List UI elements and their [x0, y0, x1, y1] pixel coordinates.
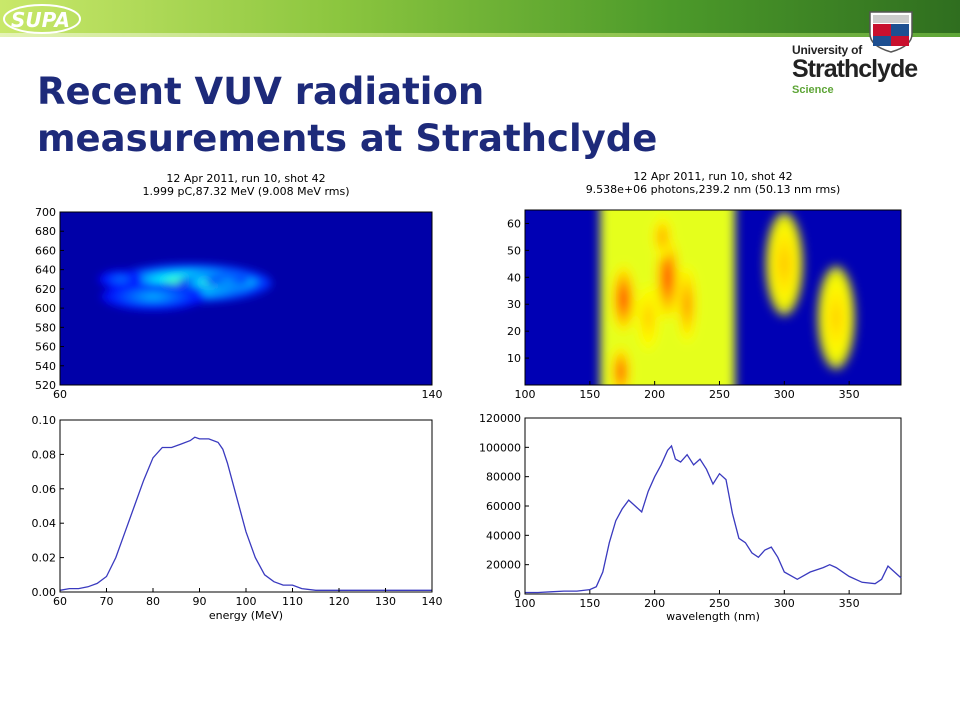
y-tick-label: 520: [35, 379, 56, 392]
y-tick-label: 0.08: [32, 448, 57, 461]
y-tick-label: 580: [35, 321, 56, 334]
x-tick-label: 250: [709, 388, 730, 401]
heatmap-blob: [144, 294, 162, 299]
y-tick-label: 20000: [486, 559, 521, 572]
university-crest-icon: [869, 11, 913, 53]
x-tick-label: 200: [644, 388, 665, 401]
y-tick-label: 10: [507, 352, 521, 365]
x-tick-label: 140: [422, 388, 443, 401]
heatmap-blob: [621, 293, 626, 305]
heatmap-blob: [685, 297, 689, 311]
y-tick-label: 680: [35, 225, 56, 238]
y-tick-label: 640: [35, 264, 56, 277]
x-tick-label: 60: [53, 595, 67, 608]
y-tick-label: 560: [35, 341, 56, 354]
y-tick-label: 540: [35, 360, 56, 373]
x-tick-label: 300: [774, 597, 795, 610]
y-tick-label: 50: [507, 244, 521, 257]
y-tick-label: 620: [35, 283, 56, 296]
energy-plot-frame: [59, 419, 433, 593]
heatmap1-frame: [59, 211, 433, 386]
y-tick-label: 0: [514, 588, 521, 601]
y-tick-label: 0.02: [32, 552, 57, 565]
x-tick-label: 300: [774, 388, 795, 401]
title-line-1: Recent VUV radiation: [37, 70, 485, 113]
y-tick-label: 30: [507, 298, 521, 311]
heatmap1-subtitle: 1.999 pC,87.32 MeV (9.008 MeV rms): [142, 185, 349, 198]
y-tick-label: 660: [35, 244, 56, 257]
electron-heatmap-panel: 12 Apr 2011, run 10, shot 42 1.999 pC,87…: [35, 172, 443, 401]
heatmap-blob: [660, 233, 665, 241]
x-tick-label: 120: [329, 595, 350, 608]
x-tick-label: 100: [515, 388, 536, 401]
supa-logo-text: SUPA: [11, 8, 70, 32]
x-tick-label: 350: [839, 388, 860, 401]
university-of-label: University of: [792, 43, 863, 57]
heatmap-intensity: [600, 210, 855, 385]
wavelength-xlabel: wavelength (nm): [666, 610, 760, 623]
heatmap-blob: [665, 270, 670, 285]
x-tick-label: 100: [515, 597, 536, 610]
x-tick-label: 350: [839, 597, 860, 610]
heatmap1-title: 12 Apr 2011, run 10, shot 42: [166, 172, 325, 185]
x-tick-label: 100: [236, 595, 257, 608]
page-title: Recent VUV radiation measurements at Str…: [37, 68, 657, 162]
supa-logo-ring: [3, 4, 81, 34]
x-tick-label: 200: [644, 597, 665, 610]
x-tick-label: 60: [53, 388, 67, 401]
heatmap-blob: [619, 367, 623, 376]
y-tick-label: 60000: [486, 500, 521, 513]
y-tick-label: 0.10: [32, 414, 57, 427]
heatmap-blob: [646, 311, 651, 324]
heatmap-blob: [833, 309, 840, 327]
x-tick-label: 70: [100, 595, 114, 608]
y-tick-label: 60: [507, 217, 521, 230]
x-tick-label: 250: [709, 597, 730, 610]
heatmap2-frame: [524, 209, 902, 386]
heatmap-intensity: [98, 263, 273, 311]
x-tick-label: 130: [375, 595, 396, 608]
wavelength-plot-frame: [524, 417, 902, 595]
title-line-2: measurements at Strathclyde: [37, 117, 658, 160]
y-tick-label: 20: [507, 325, 521, 338]
photon-heatmap-panel: 12 Apr 2011, run 10, shot 42 9.538e+06 p…: [507, 170, 902, 401]
y-tick-label: 80000: [486, 471, 521, 484]
spectrum-line: [525, 444, 902, 594]
x-tick-label: 140: [422, 595, 443, 608]
x-tick-label: 90: [193, 595, 207, 608]
university-faculty: Science: [792, 84, 834, 96]
x-tick-label: 110: [282, 595, 303, 608]
x-tick-label: 150: [579, 597, 600, 610]
y-tick-label: 0.06: [32, 483, 57, 496]
y-tick-label: 120000: [479, 412, 521, 425]
y-tick-label: 600: [35, 302, 56, 315]
y-tick-label: 0.04: [32, 517, 57, 530]
supa-logo: SUPA: [3, 4, 81, 34]
y-tick-label: 40000: [486, 529, 521, 542]
heatmap2-title: 12 Apr 2011, run 10, shot 42: [633, 170, 792, 183]
heatmap-blob: [116, 277, 125, 281]
x-tick-label: 150: [579, 388, 600, 401]
y-tick-label: 100000: [479, 441, 521, 454]
header-stripe: [0, 33, 960, 37]
energy-xlabel: energy (MeV): [209, 609, 283, 622]
x-tick-label: 80: [146, 595, 160, 608]
y-tick-label: 40: [507, 271, 521, 284]
university-name: Strathclyde: [792, 55, 918, 83]
y-tick-label: 0.00: [32, 586, 57, 599]
y-tick-label: 700: [35, 206, 56, 219]
wavelength-spectrum-panel: 100 150 200 250 300 350 0 20000 40000 60000 80000 1…: [479, 412, 902, 623]
heatmap2-subtitle: 9.538e+06 photons,239.2 nm (50.13 nm rms…: [586, 183, 841, 196]
spectrum-line: [59, 436, 432, 591]
heatmap-blob: [223, 280, 232, 283]
header-bar: [0, 0, 960, 33]
energy-spectrum-panel: 60 70 80 90 100 110 120 130 140 0.00 0.02 0.04 0.06 0…: [32, 414, 443, 622]
heatmap-blob: [781, 255, 788, 273]
